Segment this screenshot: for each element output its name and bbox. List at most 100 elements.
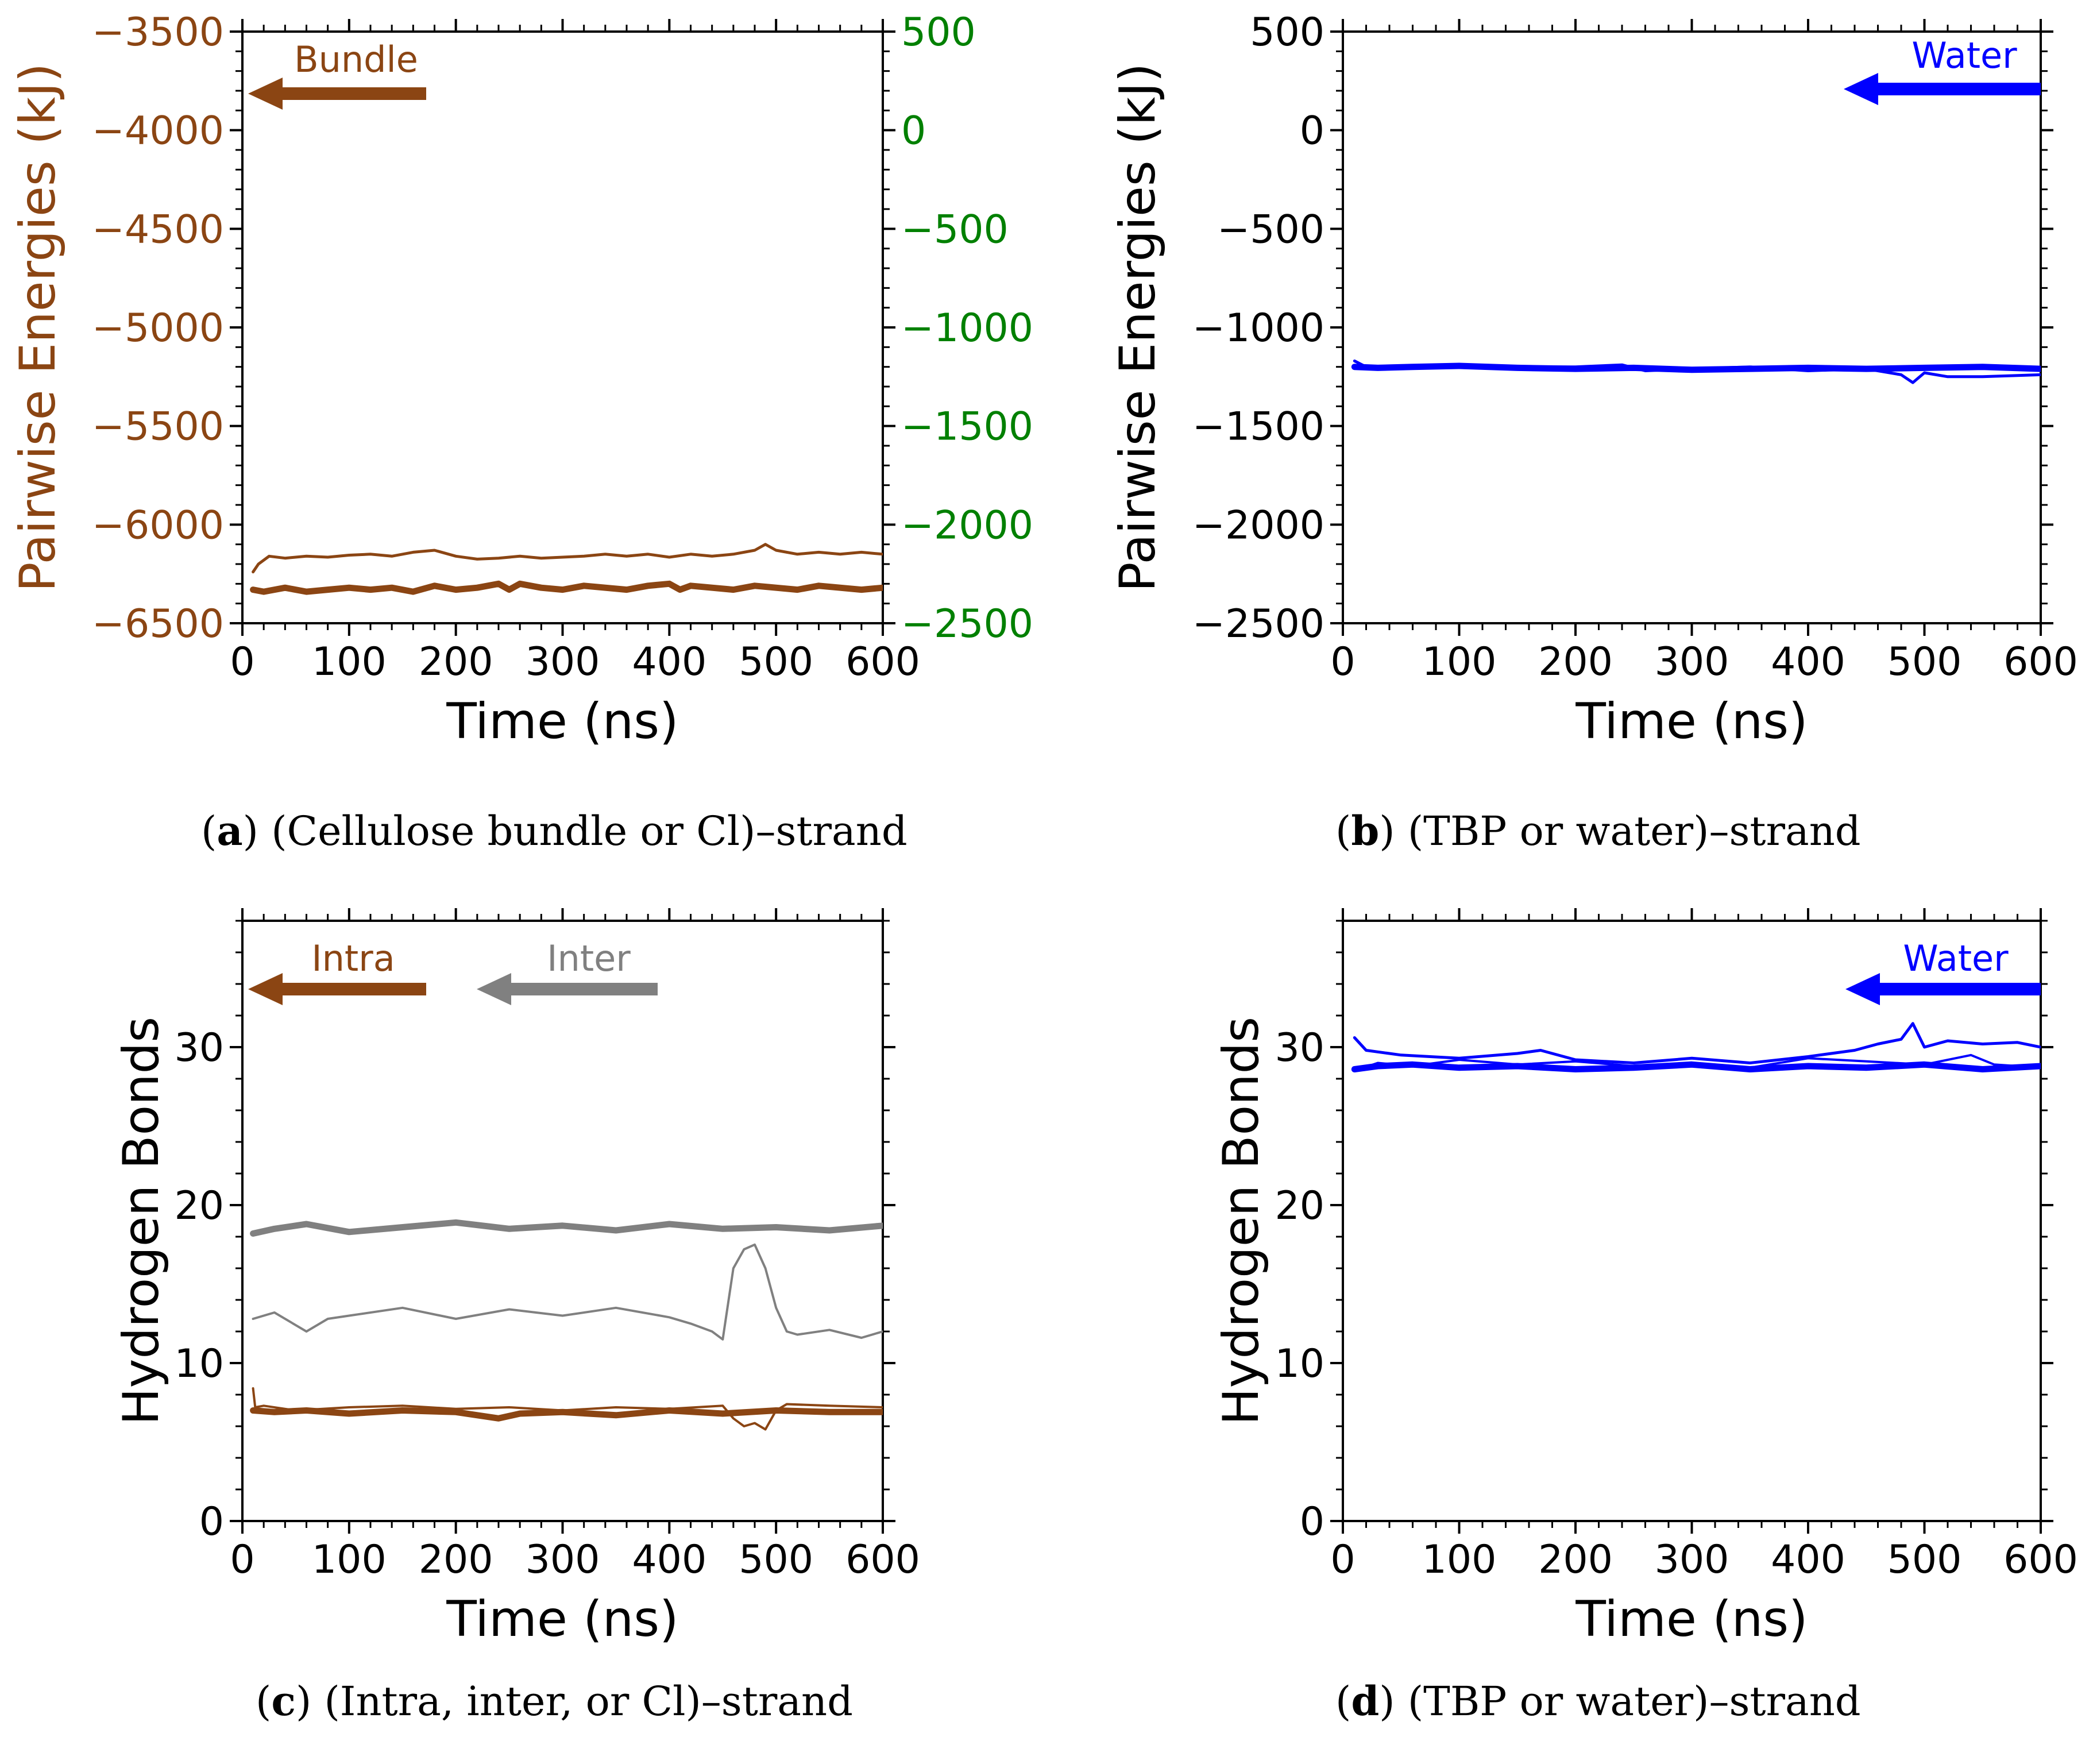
y-axis-title: Hydrogen Bonds xyxy=(113,1017,170,1425)
y2-tick-label: −1000 xyxy=(901,306,1033,351)
y-axis-title: Hydrogen Bonds xyxy=(1212,1017,1270,1425)
series-line xyxy=(250,1219,883,1237)
chart-panel-c: 0 100 200 300 400 500 600 0 10 20 30 Time (ns) Hydro… xyxy=(113,908,920,1648)
legend-label: Bundle xyxy=(294,38,418,80)
legend-label: Intra xyxy=(311,937,395,979)
caption-c-tag: c xyxy=(271,1677,296,1725)
y2-tick-label: 0 xyxy=(901,109,926,154)
x-tick-label: 300 xyxy=(1655,639,1729,685)
series-line xyxy=(250,580,883,595)
x-tick-label: 500 xyxy=(1887,1537,1962,1582)
series-line xyxy=(252,1243,883,1341)
caption-b: (b) (TBP or water)–strand xyxy=(1335,807,1861,855)
x-axis-title: Time (ns) xyxy=(1575,1591,1808,1648)
x-axis-title: Time (ns) xyxy=(446,693,678,750)
y-tick-label: −5000 xyxy=(92,306,224,351)
y-tick-label: 10 xyxy=(1275,1341,1324,1387)
x-tick-label: 400 xyxy=(632,1537,706,1582)
y-axis-title: Pairwise Energies (kJ) xyxy=(1109,63,1167,592)
series-line xyxy=(250,1407,883,1422)
legend-label: Water xyxy=(1911,34,2017,76)
y-tick-label: 0 xyxy=(1300,109,1324,154)
x-tick-label: 400 xyxy=(632,639,706,685)
y-tick-label: −1000 xyxy=(1192,306,1324,351)
y-tick-label: −3500 xyxy=(92,10,224,55)
series-line xyxy=(1353,1022,2041,1064)
x-tick-label: 0 xyxy=(230,639,254,685)
series-line xyxy=(1351,1061,2041,1072)
x-tick-label: 200 xyxy=(1538,639,1613,685)
y-tick-label: 500 xyxy=(1250,10,1324,55)
y-tick-label: 30 xyxy=(1275,1025,1324,1071)
x-tick-label: 500 xyxy=(739,1537,813,1582)
legend-arrow-head xyxy=(248,78,283,110)
x-tick-label: 600 xyxy=(2003,639,2078,685)
chart-panel-d: 0 100 200 300 400 500 600 0 10 20 30 Time (ns) Hydro… xyxy=(1212,908,2078,1648)
chart-panel-a: 0 100 200 300 400 500 600−6500−6000−5500−5000−… xyxy=(9,10,1033,750)
x-tick-label: 400 xyxy=(1771,639,1845,685)
x-tick-label: 600 xyxy=(2003,1537,2078,1582)
x-tick-label: 300 xyxy=(1655,1537,1729,1582)
x-tick-label: 600 xyxy=(845,639,920,685)
y-tick-label: −2000 xyxy=(1192,503,1324,548)
x-tick-label: 500 xyxy=(739,639,813,685)
caption-b-text: (TBP or water)–strand xyxy=(1407,808,1861,855)
caption-a-tag: a xyxy=(217,807,243,855)
x-axis-title: Time (ns) xyxy=(446,1591,678,1648)
x-tick-label: 500 xyxy=(1887,639,1962,685)
caption-d-text: (TBP or water)–strand xyxy=(1407,1678,1861,1725)
caption-d-tag: d xyxy=(1351,1677,1380,1725)
legend-arrow-head xyxy=(1845,973,1880,1005)
y-tick-label: 30 xyxy=(174,1025,224,1071)
legend-arrow-head xyxy=(248,973,283,1005)
series-line xyxy=(1351,362,2041,373)
y-tick-label: 0 xyxy=(199,1499,224,1545)
legend-arrow-head xyxy=(1844,73,1878,105)
caption-a: (a) (Cellulose bundle or Cl)–strand xyxy=(201,807,908,855)
caption-b-tag: b xyxy=(1351,807,1380,855)
x-tick-label: 100 xyxy=(312,639,387,685)
x-tick-label: 300 xyxy=(526,639,600,685)
x-tick-label: 100 xyxy=(1422,639,1497,685)
caption-a-text: (Cellulose bundle or Cl)–strand xyxy=(271,808,908,855)
y-tick-label: 20 xyxy=(1275,1183,1324,1229)
chart-panel-b: 0 100 200 300 400 500 600 −2500 −2000 −1500 −1000 −… xyxy=(1109,10,2078,750)
y2-tick-label: 500 xyxy=(901,10,976,55)
x-tick-label: 200 xyxy=(1538,1537,1613,1582)
legend-label: Inter xyxy=(547,937,631,979)
x-tick-label: 100 xyxy=(1422,1537,1497,1582)
legend-label: Water xyxy=(1903,937,2009,979)
y-tick-label: −500 xyxy=(1217,207,1324,252)
y-tick-label: −2500 xyxy=(1192,601,1324,647)
y-tick-label: 10 xyxy=(174,1341,224,1387)
y2-tick-label: −500 xyxy=(901,207,1009,252)
y2-tick-label: −2500 xyxy=(901,601,1033,647)
x-axis-title: Time (ns) xyxy=(1575,693,1808,750)
y2-tick-label: −2000 xyxy=(901,503,1033,548)
caption-d: (d) (TBP or water)–strand xyxy=(1335,1677,1861,1725)
x-tick-label: 100 xyxy=(312,1537,387,1582)
y-tick-label: −5500 xyxy=(92,404,224,450)
y-tick-label: −6000 xyxy=(92,503,224,548)
x-tick-label: 400 xyxy=(1771,1537,1845,1582)
caption-c-text: (Intra, inter, or Cl)–strand xyxy=(324,1678,853,1725)
x-tick-label: 0 xyxy=(230,1537,254,1582)
y-tick-label: −6500 xyxy=(92,601,224,647)
x-tick-label: 0 xyxy=(1330,1537,1355,1582)
y-axis-title: Pairwise Energies (kJ) xyxy=(9,63,67,592)
x-tick-label: 200 xyxy=(419,639,493,685)
y-tick-label: −4000 xyxy=(92,109,224,154)
y-tick-label: 0 xyxy=(1300,1499,1324,1545)
y-tick-label: −1500 xyxy=(1192,404,1324,450)
caption-c: (c) (Intra, inter, or Cl)–strand xyxy=(256,1677,853,1725)
y-tick-label: −4500 xyxy=(92,207,224,252)
x-tick-label: 300 xyxy=(526,1537,600,1582)
legend-arrow-head xyxy=(477,973,511,1005)
y-tick-label: 20 xyxy=(174,1183,224,1229)
series-line xyxy=(252,543,883,574)
y2-tick-label: −1500 xyxy=(901,404,1033,450)
x-tick-label: 200 xyxy=(419,1537,493,1582)
x-tick-label: 600 xyxy=(845,1537,920,1582)
x-tick-label: 0 xyxy=(1330,639,1355,685)
